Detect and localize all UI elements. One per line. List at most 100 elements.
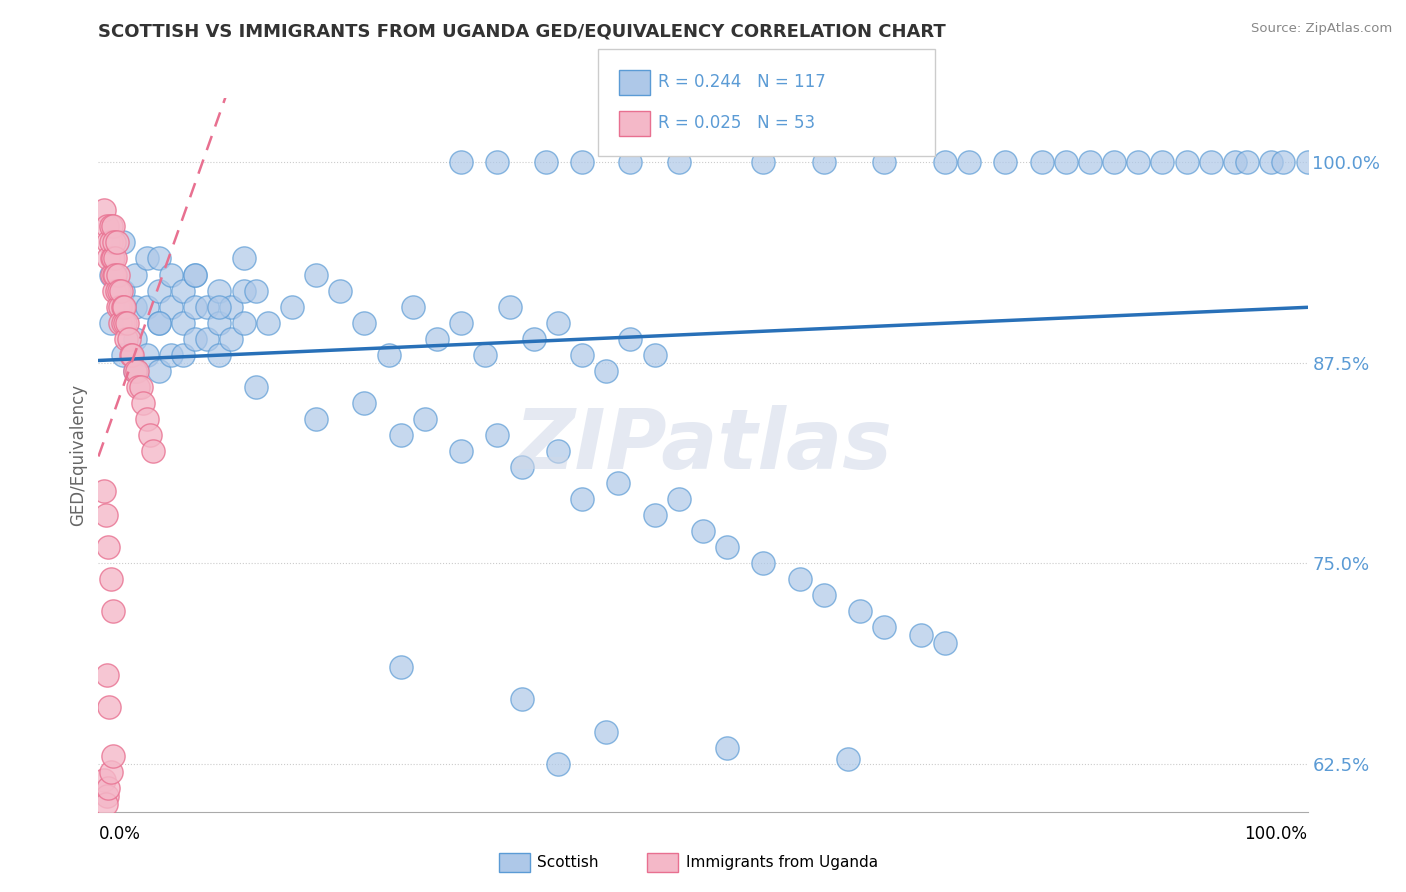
Point [305,268,328,282]
Point [103,268,125,282]
Point [353,396,375,410]
Point [101,748,124,763]
Point [813,588,835,602]
Point [413,412,436,426]
Point [100,252,122,266]
Point [97,235,120,250]
Point [135,412,157,426]
Point [184,300,207,314]
Text: ZIPatlas: ZIPatlas [515,406,891,486]
Point [595,364,617,378]
Point [107,300,129,314]
Text: Source: ZipAtlas.com: Source: ZipAtlas.com [1251,22,1392,36]
Point [256,316,278,330]
Point [571,348,593,362]
Point [752,155,775,169]
Point [184,332,207,346]
Point [112,300,135,314]
Point [121,348,143,362]
Point [534,155,557,169]
Point [873,620,896,634]
Point [127,380,149,394]
Point [668,491,690,506]
Point [107,268,129,282]
Point [450,316,472,330]
Point [148,316,170,330]
Point [103,284,125,298]
Point [232,316,254,330]
Point [547,756,569,771]
Point [100,316,122,330]
Point [124,364,146,378]
Point [208,284,231,298]
Point [644,508,666,522]
Point [139,428,162,442]
Point [910,628,932,642]
Point [101,219,124,234]
Point [111,300,134,314]
Point [498,300,520,314]
Point [108,300,131,314]
Point [1272,155,1295,169]
Point [105,235,128,250]
Point [1078,155,1101,169]
Point [1031,155,1053,169]
Point [117,316,139,330]
Point [124,332,146,346]
Point [1102,155,1125,169]
Point [813,155,835,169]
Point [100,764,122,779]
Point [110,284,132,298]
Point [118,332,141,346]
Text: R = 0.025   N = 53: R = 0.025 N = 53 [658,114,815,132]
Point [353,316,375,330]
Point [195,332,218,346]
Point [127,364,149,378]
Point [523,332,546,346]
Point [101,252,124,266]
Point [129,380,152,394]
Point [184,268,207,282]
Point [644,348,666,362]
Point [172,284,194,298]
Point [571,155,593,169]
Point [105,284,128,298]
Point [114,316,136,330]
Point [389,660,412,674]
Point [97,252,120,266]
Point [108,284,131,298]
Point [132,396,155,410]
Point [510,459,533,474]
Point [94,797,117,811]
Point [160,300,183,314]
Point [716,540,738,554]
Point [377,348,399,362]
Point [208,300,231,314]
Point [789,572,811,586]
Point [96,219,118,234]
Point [101,604,124,618]
Point [486,428,509,442]
Point [111,316,134,330]
Point [389,428,412,442]
Point [245,380,267,394]
Point [934,636,956,650]
Point [184,268,207,282]
Point [692,524,714,538]
Point [148,364,170,378]
Point [120,348,142,362]
Point [607,475,630,490]
Point [426,332,449,346]
Text: R = 0.244   N = 117: R = 0.244 N = 117 [658,73,825,91]
Point [108,316,131,330]
Point [93,772,115,787]
Point [111,235,134,250]
Point [148,284,170,298]
Point [103,235,125,250]
Point [450,155,472,169]
Point [1152,155,1174,169]
Point [172,348,194,362]
Point [668,155,690,169]
Point [148,316,170,330]
Point [100,268,122,282]
